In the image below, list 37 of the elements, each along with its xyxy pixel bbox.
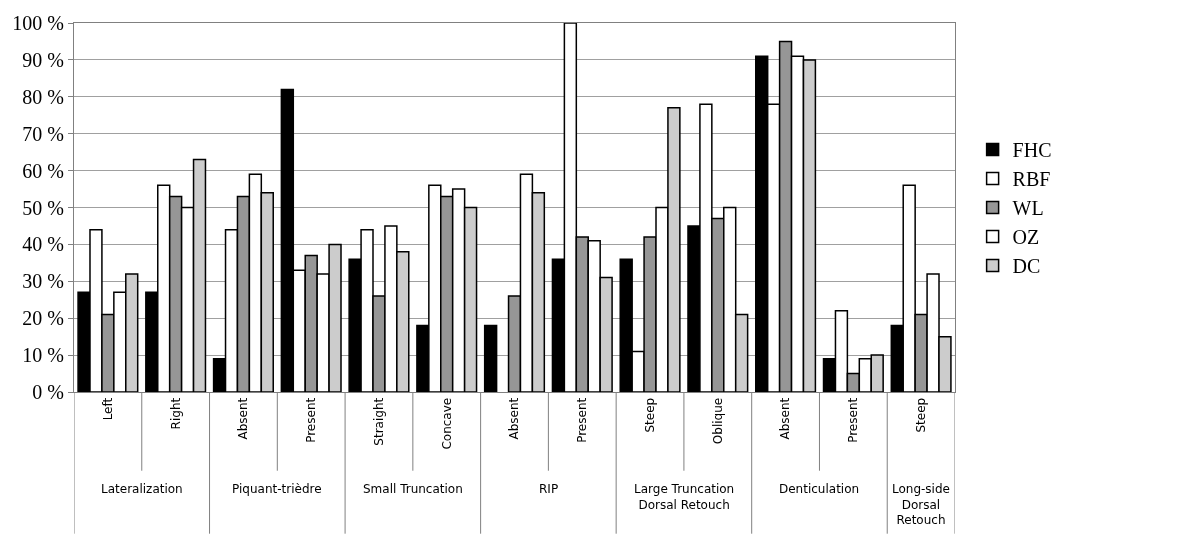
x-tick-label: Present bbox=[304, 397, 319, 443]
y-tick-label: 80 % bbox=[22, 85, 64, 108]
legend-label: FHC bbox=[1012, 139, 1052, 162]
x-tick-label: Left bbox=[100, 397, 115, 421]
x-tick-label: Present bbox=[846, 397, 861, 443]
text: Long-side Dorsal Retouch bbox=[892, 482, 950, 528]
y-tick-label: 70 % bbox=[22, 122, 64, 145]
x-tick-label: Steep bbox=[642, 397, 657, 433]
legend-label: DC bbox=[1012, 255, 1041, 278]
x-tick-label: Steep bbox=[914, 397, 929, 433]
x-tick-label: Oblique bbox=[710, 397, 725, 445]
x-tick-label: Absent bbox=[507, 397, 522, 440]
x-tick-label: Present bbox=[575, 397, 590, 443]
bar bbox=[483, 324, 498, 392]
text: Lateralization bbox=[101, 482, 183, 496]
x-tick-label: Concave bbox=[439, 397, 454, 450]
y-tick-label: 20 % bbox=[22, 307, 64, 330]
text: Small Truncation bbox=[363, 482, 463, 496]
text: Denticulation bbox=[779, 482, 860, 496]
x-tick-label: Absent bbox=[778, 397, 793, 440]
y-tick-label: 30 % bbox=[22, 270, 64, 293]
y-tick-label: 60 % bbox=[22, 159, 64, 182]
legend-label: RBF bbox=[1012, 168, 1051, 191]
y-tick-label: 40 % bbox=[22, 233, 64, 256]
legend-label: OZ bbox=[1012, 226, 1040, 249]
text: Large Truncation Dorsal Retouch bbox=[634, 482, 735, 512]
y-tick-label: 90 % bbox=[22, 48, 64, 71]
y-tick-label: 0 % bbox=[32, 381, 64, 403]
x-tick-label: Right bbox=[168, 397, 183, 430]
y-tick-label: 10 % bbox=[22, 344, 64, 367]
x-tick-label: Straight bbox=[371, 397, 386, 446]
y-tick-label: 50 % bbox=[22, 196, 64, 219]
legend-label: WL bbox=[1012, 197, 1044, 220]
text: RIP bbox=[539, 482, 559, 496]
x-tick-label: Absent bbox=[236, 397, 251, 440]
y-tick-label: 100 % bbox=[12, 12, 64, 34]
text: Piquant-trièdre bbox=[232, 482, 322, 496]
